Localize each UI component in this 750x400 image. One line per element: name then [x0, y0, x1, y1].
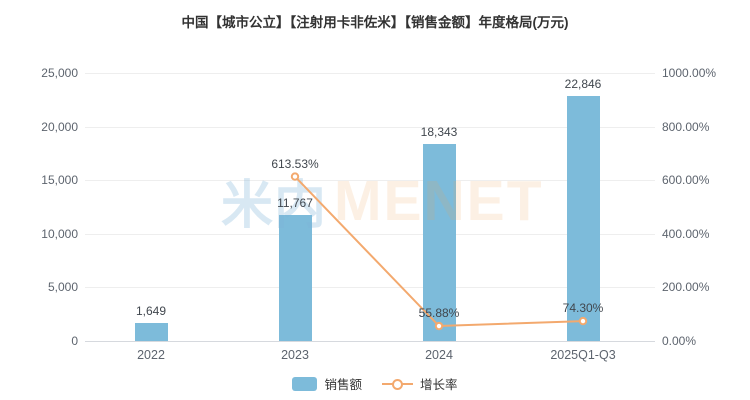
legend: 销售额 增长率	[0, 374, 750, 393]
legend-label-growth: 增长率	[420, 378, 458, 392]
bar-value-label-2025Q1-Q3: 22,846	[564, 77, 602, 92]
y-axis-tick-left: 0	[71, 334, 78, 348]
y-axis-tick-left: 20,000	[41, 119, 78, 134]
y-axis-tick-right: 400.00%	[662, 226, 710, 241]
y-axis-tick-right: 1000.00%	[662, 66, 717, 80]
bar-value-label-2024: 18,343	[420, 125, 458, 140]
gridline	[85, 73, 655, 74]
y-axis-tick-left: 10,000	[41, 226, 78, 241]
line-swatch-icon	[382, 377, 413, 391]
growth-label-2023: 613.53%	[271, 156, 319, 171]
bar-2022[interactable]	[134, 323, 168, 341]
y-axis-tick-left: 5,000	[47, 280, 78, 295]
x-axis-label-2024: 2024	[425, 348, 453, 362]
x-axis-label-2022: 2022	[137, 348, 165, 362]
y-axis-tick-left: 15,000	[41, 173, 78, 188]
legend-item-sales[interactable]: 销售额	[292, 374, 362, 393]
bar-value-label-2023: 11,767	[277, 195, 313, 210]
legend-label-sales: 销售额	[324, 378, 362, 392]
bar-swatch-icon	[292, 376, 318, 391]
legend-item-growth[interactable]: 增长率	[382, 374, 458, 393]
x-axis-label-2023: 2023	[281, 348, 309, 362]
y-axis-tick-left: 25,000	[41, 66, 78, 80]
gridline	[85, 126, 655, 128]
line-swatch-marker	[392, 378, 403, 390]
chart-title: 中国【城市公立】【注射用卡非佐米】【销售金额】年度格局(万元)	[181, 15, 569, 30]
growth-label-2024: 55.88%	[418, 306, 460, 321]
x-axis-label-2025Q1-Q3: 2025Q1-Q3	[550, 348, 616, 362]
line-marker[interactable]	[290, 172, 300, 181]
y-axis-tick-right: 800.00%	[662, 119, 710, 134]
y-axis-tick-right: 600.00%	[662, 173, 710, 188]
bar-value-label-2022: 1,649	[135, 304, 167, 319]
y-axis-tick-right: 200.00%	[662, 280, 710, 295]
growth-label-2025Q1-Q3: 74.30%	[562, 301, 604, 316]
bar-2023[interactable]	[278, 214, 312, 341]
x-axis-line	[85, 341, 655, 342]
y-axis-tick-right: 0.00%	[662, 334, 697, 348]
